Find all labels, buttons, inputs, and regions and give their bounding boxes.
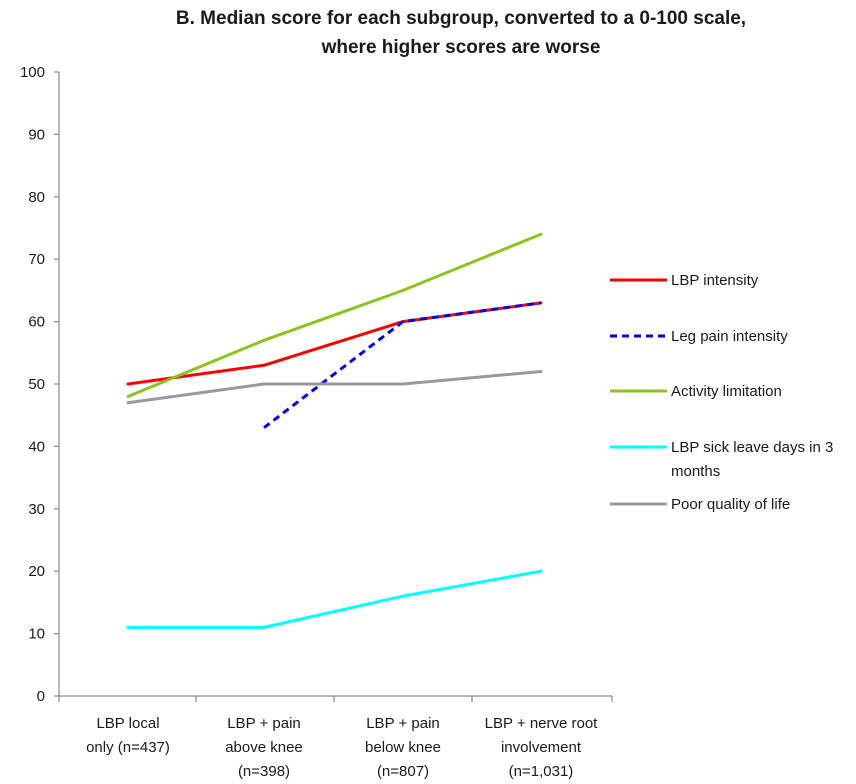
chart-title: B. Median score for each subgroup, conve… [176,8,746,58]
legend-item-poor-quality-of-life: Poor quality of life [610,496,790,513]
y-tick-label: 50 [28,376,45,393]
y-tick-label: 90 [28,126,45,143]
x-category-label-line: (n=1,031) [509,763,574,780]
y-tick-label: 70 [28,251,45,268]
y-tick-label: 40 [28,438,45,455]
y-tick-label: 0 [37,688,45,705]
x-category-label-line: (n=807) [377,763,429,780]
y-tick-label: 80 [28,189,45,206]
y-tick-label: 60 [28,314,45,331]
x-category-label: LBP + nerve root involvement (n=1,031) [485,715,599,780]
y-tick-label: 30 [28,501,45,518]
x-category-label-line: (n=398) [238,763,290,780]
legend-label: months [671,463,720,480]
legend-item-activity-limitation: Activity limitation [610,383,782,400]
legend-item-leg-pain-intensity: Leg pain intensity [610,328,788,345]
x-category-label: LBP + pain below knee (n=807) [365,715,441,780]
x-category-label-line: LBP + pain [227,715,301,732]
series-line-leg-pain-intensity [263,301,542,429]
legend-label: Leg pain intensity [671,328,788,345]
legend-item-lbp-sick-leave-days-in-3-months: LBP sick leave days in 3 months [610,439,833,480]
x-category-label-line: involvement [501,739,582,756]
y-tick-label: 10 [28,626,45,643]
chart-series [126,232,543,629]
series-line-poor-quality-of-life [126,370,543,405]
legend-label: LBP sick leave days in 3 [671,439,833,456]
series-line-lbp-sick-leave-days-in-3-months [126,569,543,629]
legend-item-lbp-intensity: LBP intensity [610,272,759,289]
x-category-label-line: above knee [225,739,303,756]
y-tick-label: 100 [20,64,45,81]
x-category-label-line: LBP + pain [366,715,440,732]
series-line-activity-limitation [126,232,543,398]
x-category-label-line: LBP local [96,715,159,732]
chart-legend: LBP intensity Leg pain intensity Activity … [610,272,833,513]
legend-label: Poor quality of life [671,496,790,513]
x-category-label-line: below knee [365,739,441,756]
chart-title-line-1: B. Median score for each subgroup, conve… [176,8,746,29]
legend-label: Activity limitation [671,383,782,400]
x-category-label-line: only (n=437) [86,739,170,756]
y-tick-label: 20 [28,563,45,580]
x-category-label: LBP local only (n=437) [86,715,170,756]
x-category-label-line: LBP + nerve root [485,715,599,732]
legend-label: LBP intensity [671,272,759,289]
chart-axes: 0 10 20 30 40 50 60 70 80 90 100 LBP local only (n=4… [20,64,613,780]
x-category-label: LBP + pain above knee (n=398) [225,715,303,780]
chart-title-line-2: where higher scores are worse [321,37,601,58]
